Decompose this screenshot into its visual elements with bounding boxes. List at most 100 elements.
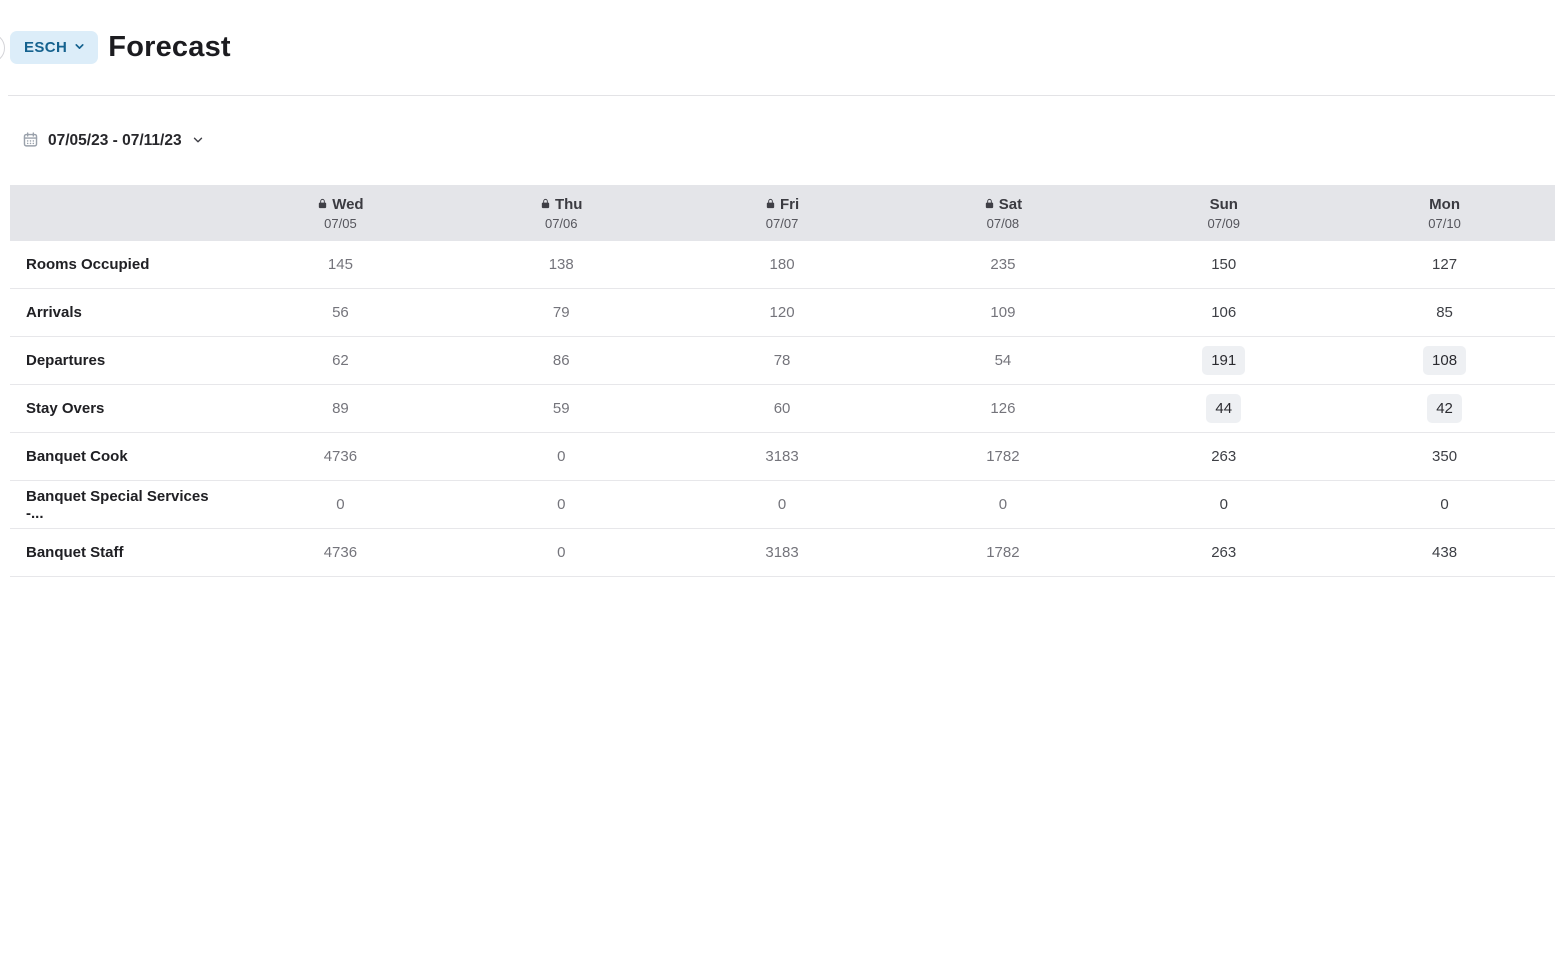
date-range-picker[interactable]: 07/05/23 - 07/11/23	[22, 131, 205, 151]
column-day-label: Mon	[1429, 195, 1460, 213]
cell-value: 263	[1211, 544, 1237, 561]
forecast-table: Wed 07/05 Thu 07/06 Fri 07/07 Sat 07/08	[10, 185, 1555, 577]
row-label: Departures	[26, 352, 106, 369]
sidebar-toggle-button[interactable]	[0, 33, 5, 63]
cell-value: 263	[1211, 448, 1237, 465]
locked-cell: 138	[451, 241, 672, 288]
locked-cell: 86	[451, 337, 672, 384]
cell-value: 86	[552, 352, 570, 369]
column-header: Sun 07/09	[1113, 185, 1334, 241]
cell-value: 0	[998, 496, 1008, 513]
row-label: Stay Overs	[26, 400, 105, 417]
cell-value: 0	[336, 496, 345, 513]
lock-icon	[317, 196, 328, 213]
lock-icon	[984, 196, 995, 213]
column-day-label: Sat	[998, 195, 1023, 213]
header-divider	[8, 95, 1555, 96]
editable-cell[interactable]: 150	[1113, 241, 1334, 288]
cell-value: 4736	[323, 448, 358, 465]
cell-value: 0	[557, 544, 566, 561]
cell-value: 126	[990, 400, 1016, 417]
locked-cell: 1782	[892, 433, 1113, 480]
property-selector-button[interactable]: ESCH	[10, 31, 99, 64]
editable-cell[interactable]: 263	[1113, 529, 1334, 576]
lock-icon	[540, 196, 551, 213]
column-date-label: 07/09	[1207, 215, 1241, 231]
table-header-row: Wed 07/05 Thu 07/06 Fri 07/07 Sat 07/08	[10, 185, 1555, 241]
locked-cell: 180	[672, 241, 893, 288]
cell-value: 56	[332, 304, 349, 321]
editable-cell[interactable]: 438	[1334, 529, 1555, 576]
cell-value: 1782	[986, 544, 1020, 561]
cell-value: 235	[990, 256, 1016, 273]
cell-value: 120	[769, 304, 795, 321]
editable-cell[interactable]: 127	[1334, 241, 1555, 288]
locked-cell: 59	[451, 385, 672, 432]
cell-value: 438	[1432, 544, 1458, 561]
locked-cell: 89	[230, 385, 451, 432]
cell-value: 85	[1436, 304, 1453, 321]
cell-value: 127	[1432, 256, 1458, 273]
label-column-header	[10, 185, 230, 241]
calendar-icon	[22, 131, 39, 151]
chevron-down-icon	[73, 38, 86, 57]
column-header: Fri 07/07	[672, 185, 893, 241]
editable-cell[interactable]: 42	[1334, 385, 1555, 432]
locked-cell: 0	[892, 481, 1113, 528]
editable-cell[interactable]: 108	[1334, 337, 1555, 384]
cell-value: 3183	[765, 448, 799, 465]
locked-cell: 145	[230, 241, 451, 288]
column-header: Sat 07/08	[892, 185, 1113, 241]
locked-cell: 1782	[892, 529, 1113, 576]
editable-cell[interactable]: 191	[1113, 337, 1334, 384]
locked-cell: 120	[672, 289, 893, 336]
table-row: Banquet Special Services -... 0 0 0 0 0 0	[10, 481, 1555, 529]
cell-value: 191	[1202, 346, 1246, 375]
cell-value: 59	[552, 400, 570, 417]
cell-value: 145	[327, 256, 353, 273]
column-header: Thu 07/06	[451, 185, 672, 241]
editable-cell[interactable]: 85	[1334, 289, 1555, 336]
editable-cell[interactable]: 0	[1113, 481, 1334, 528]
column-date-label: 07/06	[544, 215, 578, 231]
table-body: Rooms Occupied 145 138 180 235 150 127 Arriva…	[10, 241, 1555, 577]
locked-cell: 126	[892, 385, 1113, 432]
locked-cell: 235	[892, 241, 1113, 288]
locked-cell: 79	[451, 289, 672, 336]
locked-cell: 0	[230, 481, 451, 528]
cell-value: 60	[773, 400, 791, 417]
cell-value: 4736	[323, 544, 358, 561]
column-day-label: Fri	[779, 195, 800, 213]
editable-cell[interactable]: 44	[1113, 385, 1334, 432]
cell-value: 106	[1211, 304, 1237, 321]
editable-cell[interactable]: 106	[1113, 289, 1334, 336]
row-label: Rooms Occupied	[26, 256, 150, 273]
property-code-label: ESCH	[24, 39, 68, 56]
editable-cell[interactable]: 350	[1334, 433, 1555, 480]
top-bar: ESCH Forecast	[0, 0, 1555, 95]
table-row: Banquet Staff 4736 0 3183 1782 263 438	[10, 529, 1555, 577]
cell-value: 78	[773, 352, 791, 369]
column-day-label: Wed	[332, 195, 364, 213]
cell-value: 42	[1427, 394, 1462, 423]
editable-cell[interactable]: 263	[1113, 433, 1334, 480]
cell-value: 150	[1211, 256, 1237, 273]
cell-value: 44	[1206, 394, 1242, 423]
locked-cell: 0	[672, 481, 893, 528]
locked-cell: 62	[230, 337, 451, 384]
lock-icon	[765, 196, 776, 213]
locked-cell: 3183	[672, 433, 893, 480]
page-title: Forecast	[108, 31, 231, 63]
column-day-label: Sun	[1209, 195, 1238, 213]
cell-value: 79	[552, 304, 570, 321]
cell-value: 0	[1219, 496, 1228, 513]
locked-cell: 0	[451, 529, 672, 576]
column-date-label: 07/05	[324, 215, 357, 231]
editable-cell[interactable]: 0	[1334, 481, 1555, 528]
cell-value: 0	[557, 496, 566, 513]
cell-value: 3183	[765, 544, 799, 561]
locked-cell: 4736	[230, 433, 451, 480]
cell-value: 0	[557, 448, 566, 465]
table-row: Banquet Cook 4736 0 3183 1782 263 350	[10, 433, 1555, 481]
cell-value: 89	[332, 400, 349, 417]
